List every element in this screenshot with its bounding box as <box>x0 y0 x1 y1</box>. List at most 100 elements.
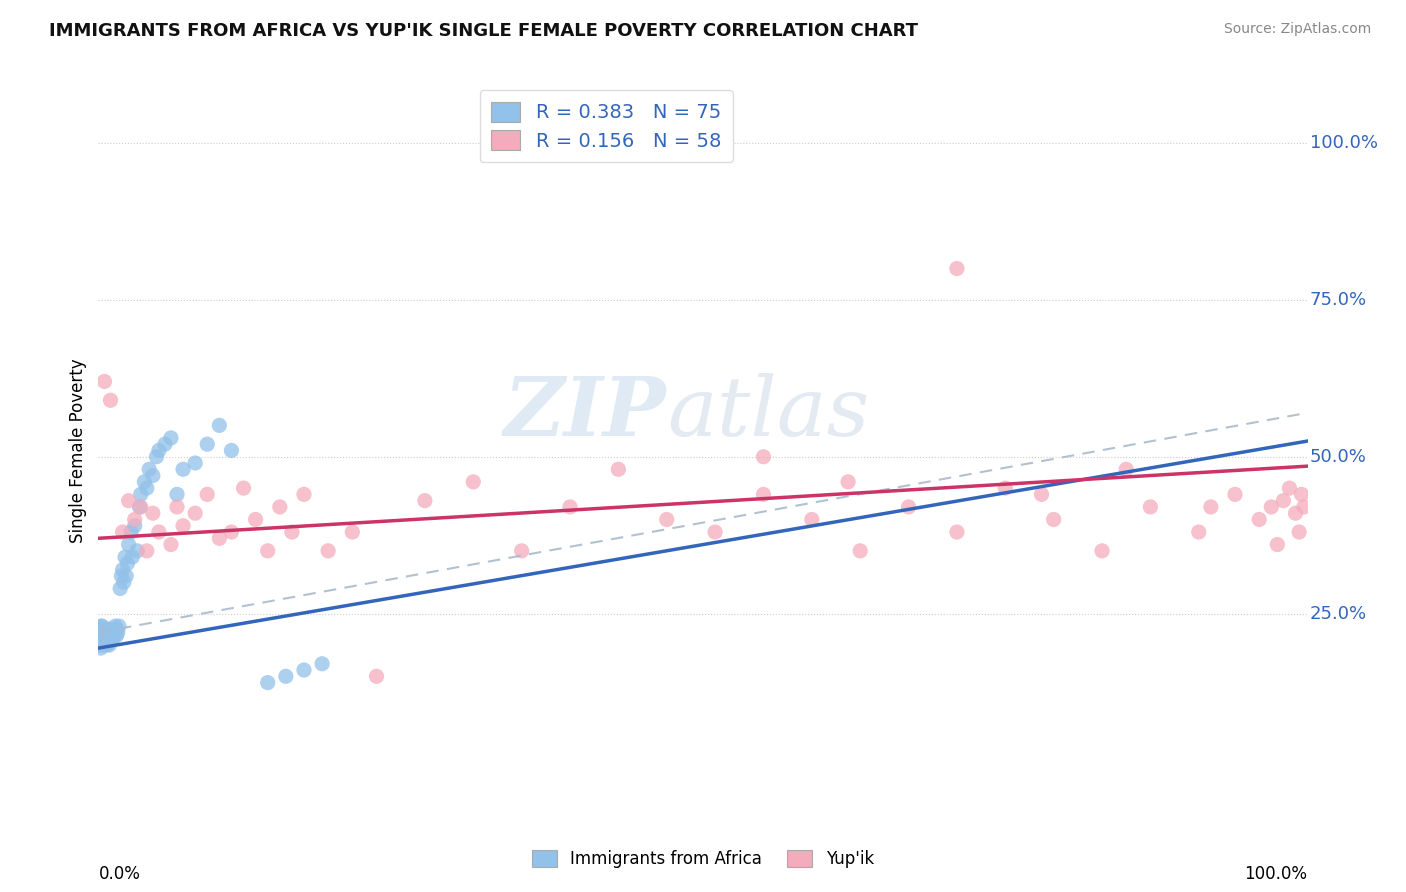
Point <box>100 625 122 640</box>
Point <box>104 619 127 633</box>
Point <box>221 443 243 458</box>
Point <box>96 625 118 640</box>
Text: IMMIGRANTS FROM AFRICA VS YUP'IK SINGLE FEMALE POVERTY CORRELATION CHART: IMMIGRANTS FROM AFRICA VS YUP'IK SINGLE … <box>49 22 918 40</box>
Point <box>114 550 136 565</box>
Point <box>274 669 297 683</box>
Point <box>800 512 823 526</box>
Point <box>89 632 111 646</box>
Point <box>96 632 118 646</box>
Point <box>111 563 134 577</box>
Point <box>160 538 183 552</box>
Point <box>91 635 114 649</box>
Point <box>1223 487 1246 501</box>
Point <box>208 531 231 545</box>
Point <box>1260 500 1282 514</box>
Point <box>105 622 128 636</box>
Point <box>110 569 132 583</box>
Point <box>184 506 207 520</box>
Point <box>655 512 678 526</box>
Point <box>245 512 267 526</box>
Point <box>1031 487 1053 501</box>
Point <box>94 635 117 649</box>
Point <box>413 493 436 508</box>
Point <box>91 629 114 643</box>
Point <box>91 619 114 633</box>
Point <box>89 638 111 652</box>
Point <box>366 669 388 683</box>
Point <box>111 524 134 539</box>
Point <box>115 569 138 583</box>
Point <box>96 638 118 652</box>
Point <box>184 456 207 470</box>
Text: 0.0%: 0.0% <box>98 865 141 883</box>
Point <box>1249 512 1271 526</box>
Text: Source: ZipAtlas.com: Source: ZipAtlas.com <box>1223 22 1371 37</box>
Point <box>166 500 188 514</box>
Point <box>342 524 364 539</box>
Point <box>91 625 114 640</box>
Point <box>1291 487 1313 501</box>
Point <box>97 635 120 649</box>
Text: 25.0%: 25.0% <box>1310 605 1367 623</box>
Point <box>256 675 278 690</box>
Point <box>103 629 125 643</box>
Point <box>1042 512 1064 526</box>
Point <box>1199 500 1222 514</box>
Point <box>1139 500 1161 514</box>
Point <box>94 622 117 636</box>
Point <box>704 524 727 539</box>
Point <box>837 475 859 489</box>
Point <box>1267 538 1289 552</box>
Point <box>127 544 149 558</box>
Text: 75.0%: 75.0% <box>1310 291 1367 309</box>
Point <box>142 468 165 483</box>
Point <box>98 632 121 646</box>
Legend: Immigrants from Africa, Yup'ik: Immigrants from Africa, Yup'ik <box>526 843 880 875</box>
Point <box>994 481 1017 495</box>
Point <box>142 506 165 520</box>
Point <box>897 500 920 514</box>
Text: 50.0%: 50.0% <box>1310 448 1367 466</box>
Point <box>103 622 125 636</box>
Point <box>98 638 121 652</box>
Point <box>1278 481 1301 495</box>
Point <box>134 475 156 489</box>
Point <box>166 487 188 501</box>
Point <box>124 518 146 533</box>
Point <box>108 582 131 596</box>
Point <box>1288 524 1310 539</box>
Point <box>138 462 160 476</box>
Point <box>558 500 581 514</box>
Point <box>93 625 115 640</box>
Point <box>124 512 146 526</box>
Point <box>195 437 218 451</box>
Point <box>160 431 183 445</box>
Point <box>93 638 115 652</box>
Point <box>463 475 485 489</box>
Text: 100.0%: 100.0% <box>1310 134 1378 152</box>
Point <box>145 450 167 464</box>
Point <box>510 544 533 558</box>
Point <box>90 641 112 656</box>
Point <box>135 544 157 558</box>
Point <box>607 462 630 476</box>
Point <box>105 629 128 643</box>
Point <box>311 657 333 671</box>
Point <box>120 524 142 539</box>
Point <box>107 625 129 640</box>
Point <box>101 625 124 640</box>
Point <box>118 538 141 552</box>
Point <box>946 524 969 539</box>
Point <box>148 443 170 458</box>
Point <box>292 663 315 677</box>
Point <box>195 487 218 501</box>
Point <box>129 487 152 501</box>
Point <box>153 437 176 451</box>
Point <box>94 629 117 643</box>
Point <box>269 500 291 514</box>
Point <box>752 487 775 501</box>
Point <box>1272 493 1295 508</box>
Text: atlas: atlas <box>666 374 869 453</box>
Point <box>90 635 112 649</box>
Point <box>256 544 278 558</box>
